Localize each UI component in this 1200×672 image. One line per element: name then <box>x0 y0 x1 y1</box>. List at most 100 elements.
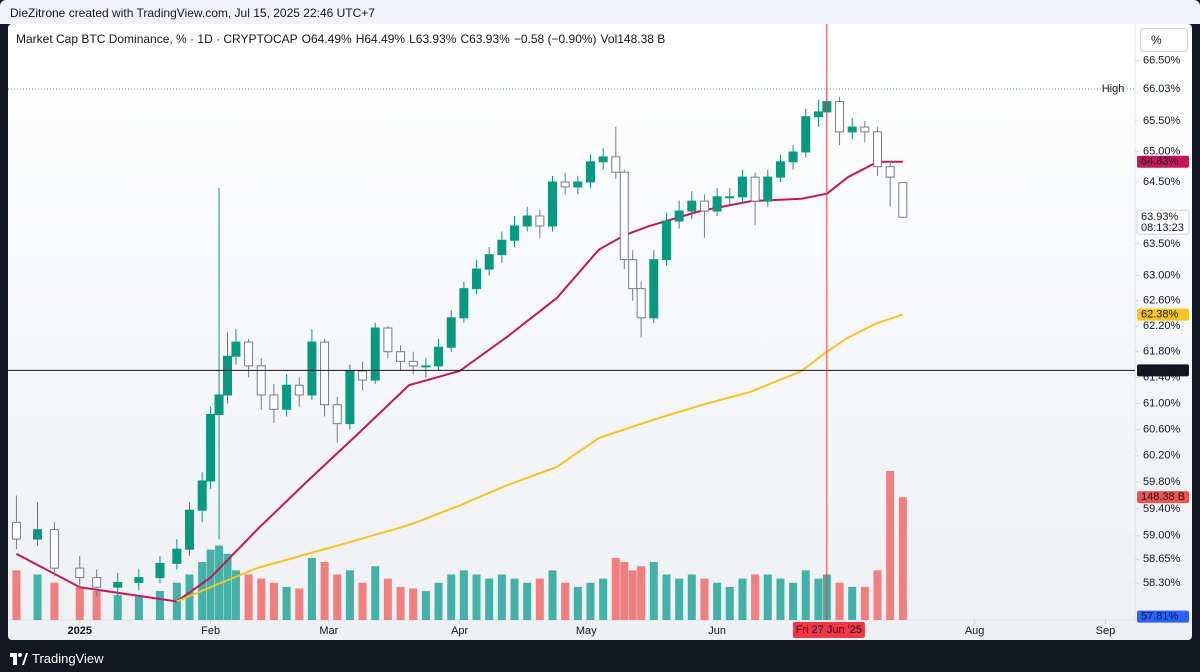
volume-bar <box>282 586 291 620</box>
volume-bar <box>523 582 532 620</box>
candle-body <box>628 259 638 290</box>
candle-body <box>383 327 393 353</box>
y-tick-label: 60.60% <box>1143 423 1181 435</box>
last-price-label: 63.93% <box>1141 211 1179 223</box>
volume-bar <box>434 582 443 620</box>
volume-bar <box>459 570 468 620</box>
legend-value: O64.49% <box>301 32 352 46</box>
volume-bar <box>320 562 329 620</box>
volume-bar <box>662 574 671 620</box>
candle-body <box>611 156 621 173</box>
high-caption: High <box>1102 83 1125 95</box>
candle-body <box>674 210 684 222</box>
credit: DieZitrone created with TradingView.com,… <box>10 6 375 20</box>
candle-body <box>33 529 43 540</box>
y-tick-label: 59.80% <box>1143 476 1181 488</box>
y-tick-label: 58.30% <box>1143 577 1181 589</box>
x-tick-label: Apr <box>451 625 468 637</box>
legend: Market Cap BTC Dominance, % · 1D · CRYPT… <box>16 32 669 46</box>
volume-bar <box>497 574 506 620</box>
crosshair-tag <box>792 622 865 638</box>
candle-body <box>155 562 165 579</box>
candle-body <box>244 341 254 367</box>
candle-body <box>775 161 785 178</box>
candle-body <box>801 116 811 153</box>
candle-body <box>185 509 195 550</box>
price-tag-label: 61.51% <box>1141 364 1179 376</box>
volume-bar <box>409 588 418 620</box>
candle-body <box>636 288 646 319</box>
candle-body <box>434 346 444 367</box>
volume-bar <box>371 566 380 620</box>
volume-bar <box>687 574 696 620</box>
volume-tag <box>1137 491 1189 504</box>
candle-body <box>408 360 418 367</box>
y-tick-label: 59.00% <box>1143 530 1181 542</box>
volume-bar <box>628 570 637 620</box>
volume-bar <box>134 596 143 620</box>
x-tick-label: Feb <box>201 625 220 637</box>
price-tag <box>1137 308 1189 321</box>
candle-body <box>687 200 697 212</box>
volume-bar <box>421 591 430 620</box>
candle-body <box>619 171 629 261</box>
volume-bar <box>257 578 266 620</box>
legend-value: L63.93% <box>409 32 457 46</box>
volume-bar <box>75 586 84 620</box>
candle-body <box>92 577 102 588</box>
x-tick-label: May <box>576 625 597 637</box>
volume-bar <box>333 574 342 620</box>
volume-bar <box>738 578 747 620</box>
legend-value: H64.49% <box>355 32 406 46</box>
volume-bar <box>611 557 620 620</box>
candle-body <box>484 254 494 270</box>
candle-body <box>172 548 182 564</box>
volume-bar <box>675 578 684 620</box>
candle-body <box>750 176 760 202</box>
candle-body <box>661 220 671 261</box>
x-tick-label: Jun <box>708 625 726 637</box>
candle-body <box>282 384 292 410</box>
candle-body <box>699 200 709 212</box>
moving-average <box>15 160 903 603</box>
volume-tag-label: 148.38 B <box>1141 491 1185 503</box>
candle-body <box>725 196 735 199</box>
legend-value: C63.93% <box>460 32 510 46</box>
price-tag-label: 57.81% <box>1141 610 1179 622</box>
y-tick-label: 62.60% <box>1143 295 1181 307</box>
volume-bar <box>206 549 215 620</box>
candle-body <box>294 384 304 396</box>
candle-body <box>522 215 532 227</box>
volume-bar <box>345 570 354 620</box>
candle-body <box>214 394 224 415</box>
price-tag-label: 64.83% <box>1141 156 1179 168</box>
volume-bar <box>801 570 810 620</box>
volume-bar <box>637 566 646 620</box>
candle-body <box>307 341 317 396</box>
volume-bar <box>307 557 316 620</box>
volume-bar <box>113 595 122 620</box>
volume-bar <box>789 582 798 620</box>
volume-bar <box>763 574 772 620</box>
y-tick-label: 58.65% <box>1143 553 1181 565</box>
footer: TradingView <box>0 644 1200 672</box>
volume-bar <box>447 574 456 620</box>
scale-button[interactable]: % <box>1140 28 1188 52</box>
volume-bar <box>848 586 857 620</box>
brand: TradingView <box>32 651 104 666</box>
crosshair-label: Fri 27 Jun '25 <box>796 624 862 636</box>
candle-body <box>269 394 279 410</box>
y-tick-label: 66.50% <box>1143 55 1181 67</box>
top-bar: DieZitrone created with TradingView.com,… <box>0 0 1200 24</box>
volume-bar <box>358 582 367 620</box>
volume-bar <box>535 578 544 620</box>
legend-value: −0.58 (−0.90%) <box>513 32 597 46</box>
candle-body <box>585 161 595 183</box>
y-tick-label: 61.80% <box>1143 346 1181 358</box>
last-price-tag <box>1136 209 1190 235</box>
volume-bar <box>649 562 658 620</box>
volume-bar <box>814 578 823 620</box>
volume-bar <box>383 578 392 620</box>
candle-body <box>497 239 507 256</box>
